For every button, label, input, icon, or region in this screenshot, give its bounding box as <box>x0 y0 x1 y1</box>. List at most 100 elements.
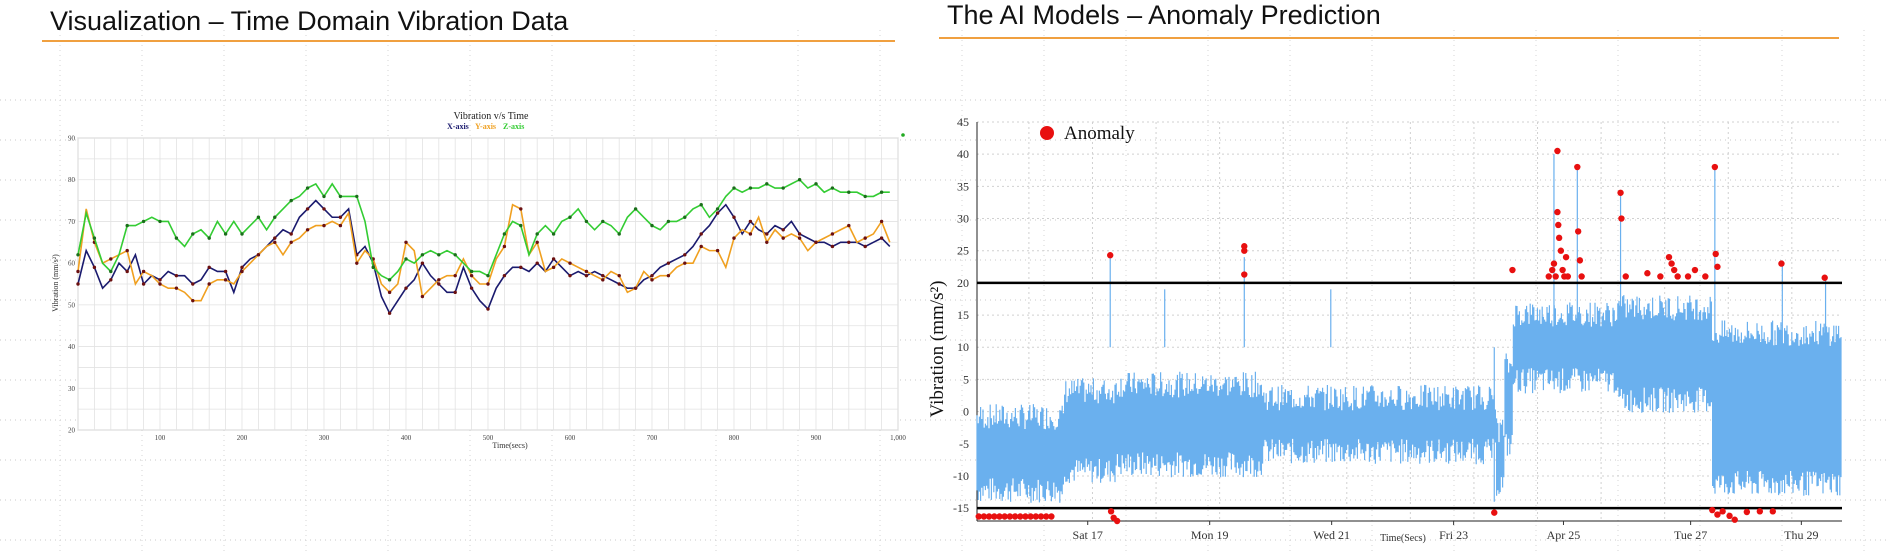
chart2-anomaly-point <box>975 513 982 520</box>
chart1-legend-x-axis: X-axis <box>447 122 469 131</box>
chart2-anomaly-point <box>1668 260 1675 267</box>
chart1-x-tick-label: 700 <box>647 434 658 442</box>
chart1-corner-dot <box>901 133 905 137</box>
chart2-anomaly-point <box>1778 260 1785 267</box>
left-slide-title: Visualization – Time Domain Vibration Da… <box>50 6 569 36</box>
chart1-title: Vibration v/s Time <box>454 111 530 122</box>
chart2-x-tick-label: Apr 25 <box>1547 528 1581 542</box>
chart1-data-point <box>387 290 392 295</box>
chart2-anomaly-point <box>1665 253 1673 261</box>
chart2-x-tick-label: Fri 23 <box>1439 528 1468 542</box>
chart2-anomaly-point <box>1719 508 1726 515</box>
chart1-data-point <box>338 194 343 199</box>
chart1-data-point <box>486 307 490 311</box>
chart2-x-tick-label: Tue 27 <box>1674 528 1707 542</box>
chart2-anomaly-point <box>1555 221 1562 229</box>
chart1-data-point <box>699 244 703 249</box>
chart2-anomaly-point <box>1549 266 1556 274</box>
chart1-data-point <box>453 273 457 278</box>
chart1-x-tick-label: 100 <box>155 434 166 442</box>
chart1-data-point <box>551 265 556 270</box>
chart1-data-point <box>223 232 228 236</box>
chart1-data-point <box>207 265 211 270</box>
chart2-anomaly-point <box>1557 247 1565 254</box>
chart1-data-point <box>273 240 277 244</box>
chart2-anomaly-point <box>1657 273 1664 280</box>
chart2-anomaly-point <box>1674 273 1681 280</box>
chart1-data-point <box>223 278 228 282</box>
chart1-data-point <box>240 232 244 236</box>
chart1-x-tick-label: 600 <box>565 434 576 442</box>
chart1-data-point <box>109 269 113 274</box>
chart2-y-tick-label: -10 <box>953 469 969 483</box>
chart1-data-point <box>781 228 785 232</box>
chart2-anomaly-point <box>1684 273 1692 280</box>
chart2-y-tick-label: -5 <box>959 437 969 451</box>
chart1-data-point <box>814 240 818 244</box>
chart1-data-point <box>715 207 720 211</box>
chart1-data-point <box>469 269 474 274</box>
chart1-y-tick-label: 50 <box>68 301 76 309</box>
chart1-data-point <box>125 269 129 274</box>
chart1-data-point <box>125 223 129 228</box>
chart2-anomaly-point <box>1562 253 1570 261</box>
chart1-data-point <box>863 244 867 249</box>
chart2-anomaly-point <box>1709 506 1716 514</box>
chart1-data-point <box>158 219 162 224</box>
chart1-data-point <box>732 215 736 219</box>
chart1-data-point <box>404 240 408 244</box>
chart2-anomaly-point <box>1622 273 1629 280</box>
chart2-anomaly-point <box>1006 513 1014 520</box>
chart1-data-point <box>863 236 867 240</box>
chart2-anomaly-point <box>1731 516 1738 523</box>
chart1-data-point <box>502 232 507 236</box>
chart2-anomaly-point <box>1113 517 1121 525</box>
chart2-y-tick-label: 30 <box>957 212 969 226</box>
chart1-data-point <box>469 286 474 290</box>
chart2-anomaly-point <box>1574 228 1582 235</box>
chart1-data-point <box>141 219 146 224</box>
chart2-anomaly-point <box>1711 163 1719 171</box>
chart2-y-tick-label: 20 <box>957 276 969 290</box>
chart2-anomaly-point <box>1037 513 1045 520</box>
chart1-y-tick-label: 90 <box>68 135 76 143</box>
chart1-data-point <box>584 219 589 224</box>
chart2-anomaly-point <box>1048 513 1055 520</box>
chart2-anomaly-point <box>1545 273 1552 280</box>
anomaly-legend-marker <box>1040 126 1054 140</box>
chart1-data-point <box>699 203 703 207</box>
chart1-data-point <box>683 253 687 257</box>
chart1-data-point <box>256 215 261 219</box>
chart1-data-point <box>240 269 244 274</box>
chart1-data-point <box>666 273 671 278</box>
chart1-y-tick-label: 20 <box>68 427 76 435</box>
chart1-data-point <box>141 269 146 274</box>
chart1-data-point <box>420 294 425 299</box>
chart1-data-point <box>109 278 113 282</box>
chart1-x-tick-label: 900 <box>811 434 822 442</box>
right-slide-title: The AI Models – Anomaly Prediction <box>947 0 1381 30</box>
chart2-anomaly-point <box>1769 508 1777 515</box>
chart1-data-point <box>879 219 884 224</box>
chart1-data-point <box>650 273 654 278</box>
chart1-data-point <box>322 207 326 211</box>
chart1-data-point <box>797 178 802 182</box>
chart2-anomaly-point <box>1617 189 1624 196</box>
chart1-data-point <box>683 261 687 265</box>
chart1-y-tick-label: 60 <box>68 260 76 268</box>
chart1-data-point <box>765 182 769 186</box>
chart2-anomaly-point <box>1491 509 1498 516</box>
chart2-anomaly-point <box>1756 508 1764 515</box>
chart1-data-point <box>141 282 146 286</box>
chart1-data-point <box>404 257 408 261</box>
chart2-x-tick-label: Thu 29 <box>1784 528 1818 542</box>
chart2-anomaly-point <box>1714 511 1721 518</box>
chart2-anomaly-point <box>1574 163 1581 171</box>
chart2-legend: Anomaly <box>1040 123 1135 144</box>
chart1-data-point <box>453 253 457 257</box>
chart1-data-point <box>256 253 261 257</box>
chart1-data-point <box>305 186 310 190</box>
chart1-data-point <box>223 269 228 274</box>
chart1-x-tick-label: 500 <box>483 434 494 442</box>
chart1-data-point <box>273 236 277 240</box>
